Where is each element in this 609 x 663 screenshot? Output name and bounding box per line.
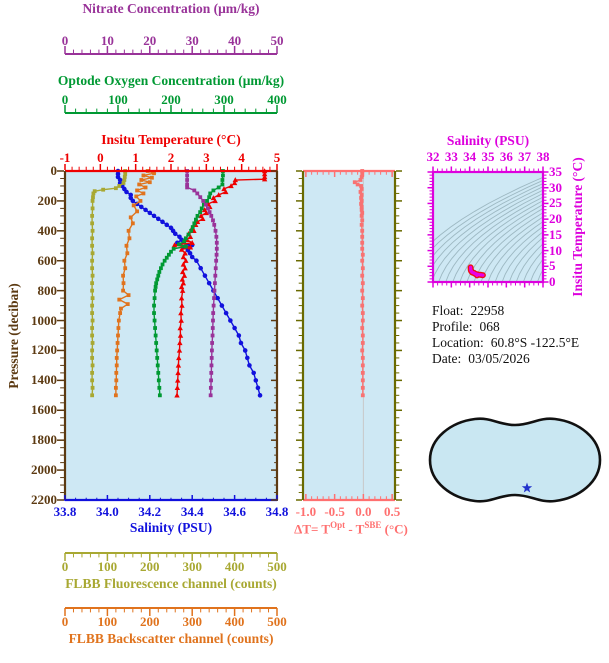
tick-label: 35 bbox=[549, 164, 562, 179]
tick-label: 0 bbox=[61, 614, 69, 629]
tick-label: 34.0 bbox=[96, 504, 119, 519]
tick-label: 33 bbox=[444, 149, 458, 164]
float-id-line: Float: 22958 bbox=[432, 303, 505, 318]
location-line: Location: 60.8°S -122.5°E bbox=[432, 335, 580, 350]
tick-label: 200 bbox=[140, 614, 160, 629]
ts-diagram bbox=[427, 166, 549, 288]
tick-label: 1200 bbox=[31, 342, 57, 358]
backscatter-axis-title: FLBB Backscatter channel (counts) bbox=[68, 631, 274, 646]
tick-label: 0.0 bbox=[355, 504, 372, 519]
location-value: 60.8°S -122.5°E bbox=[490, 335, 580, 350]
tick-label: 30 bbox=[549, 179, 562, 195]
float-location-map bbox=[428, 417, 602, 503]
isopycnal-contours bbox=[433, 176, 543, 282]
tick-label: 1400 bbox=[31, 372, 57, 388]
tick-label: 200 bbox=[161, 92, 181, 107]
tick-label: 300 bbox=[182, 559, 202, 574]
tick-label: 3 bbox=[203, 150, 210, 165]
tick-label: 100 bbox=[97, 614, 118, 629]
profile-value: 068 bbox=[479, 319, 500, 334]
tick-label: 0 bbox=[61, 559, 69, 574]
tick-label: 33.8 bbox=[53, 504, 77, 519]
tick-label: 500 bbox=[267, 559, 287, 574]
tick-label: 34.2 bbox=[138, 504, 162, 519]
tick-label: 2000 bbox=[31, 462, 57, 478]
tick-label: 300 bbox=[214, 92, 234, 107]
tick-label: 34.4 bbox=[180, 504, 204, 519]
date-line: Date: 03/05/2026 bbox=[432, 351, 530, 366]
tick-label: 5 bbox=[273, 150, 281, 165]
tick-label: 30 bbox=[185, 33, 199, 48]
nitrate-axis-title: Nitrate Concentration (μm/kg) bbox=[82, 1, 260, 16]
tick-label: 20 bbox=[549, 211, 562, 227]
tick-label: 37 bbox=[518, 149, 532, 164]
tick-label: 200 bbox=[37, 192, 58, 208]
tick-label: 400 bbox=[224, 559, 245, 574]
tick-label: 38 bbox=[536, 149, 550, 164]
tick-label: -1.0 bbox=[295, 504, 317, 519]
tick-label: 100 bbox=[108, 92, 128, 107]
tick-label: 2 bbox=[167, 150, 175, 165]
tick-label: 2200 bbox=[31, 492, 57, 507]
tick-label: 0 bbox=[50, 163, 58, 178]
tick-label: 20 bbox=[143, 33, 157, 48]
tick-label: 36 bbox=[499, 149, 513, 164]
tick-label: 0 bbox=[61, 33, 69, 48]
float-position-star bbox=[521, 482, 533, 493]
fluorescence-axis-title: FLBB Fluorescence channel (counts) bbox=[65, 576, 277, 591]
tick-label: 100 bbox=[97, 559, 118, 574]
tick-label: 15 bbox=[549, 226, 562, 242]
tick-label: 40 bbox=[228, 33, 242, 48]
tick-label: 4 bbox=[238, 150, 245, 165]
delta-t-axis-title: ΔT= TOpt - TSBE (°C) bbox=[294, 520, 408, 537]
tick-label: 34.8 bbox=[265, 504, 289, 519]
tick-label: 600 bbox=[37, 252, 58, 268]
tick-label: 0 bbox=[61, 92, 69, 107]
tick-label: 200 bbox=[140, 559, 160, 574]
tick-label: 800 bbox=[37, 282, 58, 298]
tick-label: 10 bbox=[100, 33, 114, 48]
tick-label: -0.5 bbox=[324, 504, 345, 519]
tick-label: 1600 bbox=[31, 402, 57, 418]
salinity-axis-title: Salinity (PSU) bbox=[129, 520, 213, 535]
tick-label: 0 bbox=[549, 274, 556, 289]
tick-label: 0 bbox=[97, 150, 104, 165]
profile-line: Profile: 068 bbox=[432, 319, 500, 334]
tick-label: 34.6 bbox=[223, 504, 246, 519]
float-info: Float: 22958 Profile: 068 Location: 60.8°S … bbox=[432, 303, 579, 367]
pressure-axis-title: Pressure (decibar) bbox=[6, 283, 21, 389]
tick-label: 50 bbox=[270, 33, 284, 48]
tick-label: 10 bbox=[549, 242, 562, 258]
tick-label: 1000 bbox=[31, 312, 57, 328]
tick-label: 0.5 bbox=[384, 504, 401, 519]
tick-label: 400 bbox=[224, 614, 245, 629]
ts-temperature-axis-title: Insitu Temperature (°C) bbox=[570, 157, 585, 297]
tick-label: 400 bbox=[267, 92, 287, 107]
date-value: 03/05/2026 bbox=[468, 351, 530, 366]
temperature-axis-title: Insitu Temperature (°C) bbox=[101, 132, 241, 147]
tick-label: 500 bbox=[267, 614, 287, 629]
ts-profile-curve bbox=[469, 265, 485, 277]
tick-label: 400 bbox=[37, 222, 58, 238]
profile-plot bbox=[57, 46, 279, 616]
delta-t-plot bbox=[296, 169, 402, 502]
tick-label: -1 bbox=[59, 150, 71, 165]
tick-label: 35 bbox=[481, 149, 495, 164]
tick-label: 300 bbox=[182, 614, 202, 629]
tick-label: 25 bbox=[549, 195, 562, 211]
tick-label: 1 bbox=[132, 150, 139, 165]
tick-label: 34 bbox=[463, 149, 477, 164]
tick-label: 1800 bbox=[31, 432, 57, 448]
oxygen-axis-title: Optode Oxygen Concentration (μm/kg) bbox=[57, 73, 285, 88]
tick-label: 5 bbox=[549, 258, 556, 274]
tick-label: 32 bbox=[426, 149, 440, 164]
float-id-value: 22958 bbox=[470, 303, 505, 318]
ts-salinity-axis-title: Salinity (PSU) bbox=[446, 133, 530, 148]
